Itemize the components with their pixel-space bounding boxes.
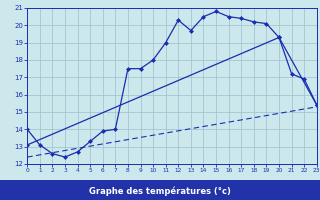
Text: Graphe des températures (°c): Graphe des températures (°c) xyxy=(89,186,231,196)
